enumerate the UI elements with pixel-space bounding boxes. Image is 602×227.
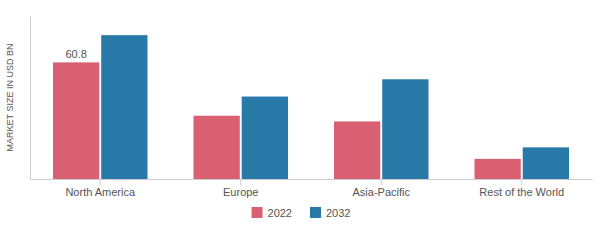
bar (101, 35, 147, 179)
y-axis-line (30, 17, 31, 180)
bar (334, 121, 380, 179)
legend-label: 2032 (326, 207, 350, 219)
bar (382, 79, 428, 179)
x-tick-label: Europe (223, 186, 258, 198)
x-tick-mark (521, 179, 522, 185)
x-tick-label: Asia-Pacific (353, 186, 411, 198)
x-tick: Europe (223, 179, 258, 198)
bar (194, 116, 240, 179)
chart: North America Europe Asia-Pacific Rest of t… (0, 0, 602, 227)
x-tick-label: North America (65, 186, 136, 198)
legend-item: 2032 (310, 207, 350, 219)
bar (475, 159, 521, 179)
y-axis-title: MARKET SIZE IN USD BN (5, 44, 15, 152)
x-tick-mark (240, 179, 241, 185)
bar (523, 147, 569, 179)
x-axis: North America Europe Asia-Pacific Rest of t… (31, 179, 593, 198)
legend-label: 2022 (268, 207, 292, 219)
bar (53, 62, 99, 179)
legend: 2022 2032 (252, 207, 351, 219)
bar (242, 97, 288, 179)
legend-swatch (310, 207, 321, 218)
bars (53, 35, 569, 179)
x-axis-line (31, 179, 593, 180)
x-tick: North America (65, 179, 136, 198)
y-axis (30, 17, 31, 180)
plot: North America Europe Asia-Pacific Rest of t… (31, 17, 593, 198)
legend-item: 2022 (252, 207, 292, 219)
x-tick-mark (100, 179, 101, 185)
x-tick-mark (381, 179, 382, 185)
legend-swatch (252, 207, 263, 218)
x-tick: Rest of the World (479, 179, 564, 198)
annotation: 60.8 (65, 48, 86, 60)
x-tick: Asia-Pacific (353, 179, 411, 198)
x-tick-label: Rest of the World (479, 186, 564, 198)
